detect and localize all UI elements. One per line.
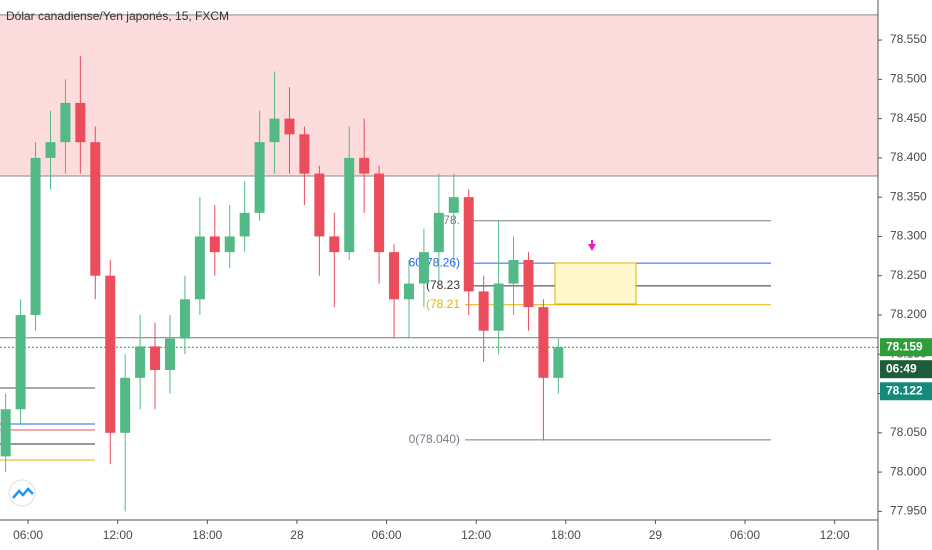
x-tick-label: 06:00 (13, 528, 43, 542)
candle-body (45, 142, 56, 158)
last-price-box (880, 338, 932, 357)
y-tick-label: 78.450 (890, 111, 927, 125)
candle-body (553, 347, 564, 378)
other-price: 78.122 (886, 383, 923, 397)
x-tick-label: 12:00 (103, 528, 133, 542)
countdown: 06:49 (886, 361, 917, 375)
candle-body (359, 157, 370, 174)
candle-body (389, 252, 400, 300)
x-tick-label: 12:00 (820, 528, 850, 542)
candle-body (463, 197, 474, 292)
x-tick-label: 28 (290, 528, 304, 542)
candle-body (493, 283, 504, 331)
candle-body (150, 346, 161, 370)
y-tick-label: 78.200 (890, 307, 927, 321)
candle-body (433, 212, 444, 253)
candle-body (135, 346, 146, 378)
fib-label: (78.23 (426, 278, 460, 292)
logo-mark (12, 487, 34, 499)
candle-body (299, 134, 310, 174)
candle-body (254, 142, 265, 213)
other-price-box (880, 382, 932, 401)
candle-body (30, 157, 41, 315)
fib-label: 0(78.040) (409, 432, 460, 446)
candle-body (523, 260, 534, 308)
candle-body (478, 291, 489, 331)
candle-body (179, 299, 190, 339)
y-tick-label: 78.400 (890, 150, 927, 164)
y-tick-label: 77.950 (890, 504, 927, 518)
candle-body (284, 118, 295, 135)
candle-body (164, 338, 175, 370)
time-axis-bg (0, 520, 878, 550)
candle-body (90, 142, 101, 276)
candle-body (418, 252, 429, 284)
fib-label: (78.21 (426, 297, 460, 311)
y-tick-label: 78.500 (890, 72, 927, 86)
candle-body (329, 236, 340, 253)
candle-body (15, 314, 26, 410)
candle-body (344, 157, 355, 253)
candle-body (269, 118, 280, 143)
x-tick-label: 12:00 (461, 528, 491, 542)
candle-body (374, 173, 385, 253)
y-tick-label: 78.250 (890, 268, 927, 282)
candle-body (194, 236, 205, 300)
resistance-zone (0, 14, 878, 176)
y-tick-label: 78.300 (890, 229, 927, 243)
candle-body (105, 275, 116, 433)
candle-body (314, 173, 325, 237)
y-tick-label: 78.000 (890, 464, 927, 478)
y-tick-label: 78.050 (890, 425, 927, 439)
candle-body (508, 260, 519, 284)
chart-title: Dólar canadiense/Yen japonés, 15, FXCM (6, 9, 229, 23)
arrow (588, 240, 596, 251)
price-axis-bg (878, 0, 932, 550)
fib-label: 60(78.26) (409, 255, 460, 269)
candle-body (60, 102, 71, 143)
countdown-box (880, 360, 932, 379)
candle-body (120, 377, 131, 433)
y-tick-label: 78.550 (890, 32, 927, 46)
x-tick-label: 18:00 (192, 528, 222, 542)
candle-body (209, 236, 220, 253)
x-tick-label: 06:00 (730, 528, 760, 542)
x-tick-label: 29 (649, 528, 663, 542)
x-tick-label: 06:00 (372, 528, 402, 542)
last-price: 78.159 (886, 339, 923, 353)
candle-body (538, 307, 549, 378)
candle-body (403, 283, 414, 300)
candle-body (0, 409, 11, 457)
x-tick-label: 18:00 (551, 528, 581, 542)
candle-body (224, 236, 235, 253)
candle-body (75, 102, 86, 143)
y-tick-label: 78.350 (890, 189, 927, 203)
candle-body (239, 212, 250, 237)
target-box (554, 262, 637, 305)
candle-body (448, 197, 459, 213)
